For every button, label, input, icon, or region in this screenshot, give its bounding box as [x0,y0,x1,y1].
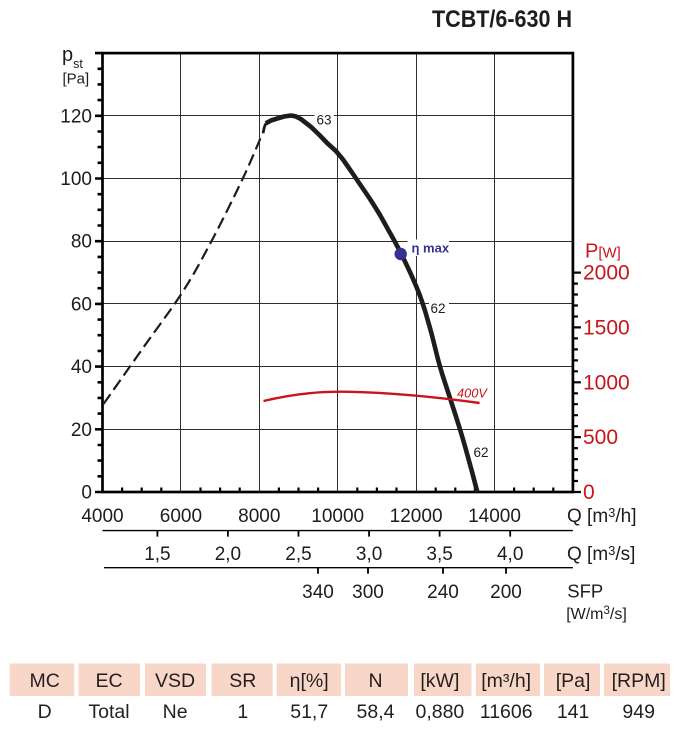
svg-text:2000: 2000 [583,262,630,285]
svg-text:[RPM]: [RPM] [612,670,666,692]
svg-text:1500: 1500 [583,316,630,339]
svg-text:400V: 400V [457,386,488,401]
svg-text:340: 340 [302,582,334,603]
svg-text:[Pa]: [Pa] [63,71,90,88]
svg-text:TCBT/6-630 H: TCBT/6-630 H [432,6,572,33]
svg-text:η max: η max [412,241,450,256]
svg-text:8000: 8000 [238,506,280,527]
svg-text:62: 62 [431,301,446,316]
svg-text:0: 0 [81,483,92,504]
svg-text:1: 1 [237,701,248,723]
svg-text:3,5: 3,5 [426,544,452,565]
svg-text:60: 60 [71,294,92,315]
svg-text:63: 63 [317,113,332,128]
svg-text:2,5: 2,5 [285,544,311,565]
svg-text:P[W]: P[W] [585,241,621,263]
svg-text:80: 80 [71,232,92,253]
svg-text:500: 500 [583,426,618,449]
svg-text:VSD: VSD [155,670,195,692]
svg-text:4,0: 4,0 [497,544,523,565]
svg-text:[kW]: [kW] [420,670,459,692]
svg-text:62: 62 [474,445,489,460]
svg-text:120: 120 [60,106,92,127]
svg-text:N: N [368,670,382,692]
svg-text:1000: 1000 [583,371,630,394]
svg-text:12000: 12000 [390,506,443,527]
svg-text:SFP: SFP [567,580,603,601]
svg-text:η[%]: η[%] [290,670,329,692]
svg-text:300: 300 [352,582,384,603]
svg-text:[m³/h]: [m³/h] [481,670,531,692]
svg-text:[W/m3/s]: [W/m3/s] [566,605,627,623]
svg-text:[Pa]: [Pa] [556,670,591,692]
svg-text:0,880: 0,880 [415,701,464,723]
svg-text:Q [m3/h]: Q [m3/h] [567,505,637,527]
svg-text:3,0: 3,0 [356,544,382,565]
svg-text:141: 141 [557,701,590,723]
svg-text:51,7: 51,7 [290,701,328,723]
svg-text:949: 949 [622,701,655,723]
svg-text:4000: 4000 [81,506,123,527]
svg-text:20: 20 [71,420,92,441]
svg-text:11606: 11606 [480,701,533,723]
svg-text:0: 0 [583,481,595,504]
svg-text:SR: SR [229,670,256,692]
svg-text:10000: 10000 [311,506,364,527]
svg-text:6000: 6000 [160,506,202,527]
svg-text:Q [m3/s]: Q [m3/s] [567,543,635,565]
svg-text:200: 200 [490,582,522,603]
svg-text:Ne: Ne [163,701,188,723]
svg-text:240: 240 [427,582,459,603]
svg-text:2,0: 2,0 [215,544,241,565]
svg-text:1,5: 1,5 [144,544,170,565]
svg-text:EC: EC [95,670,122,692]
svg-text:MC: MC [30,670,60,692]
svg-text:100: 100 [60,169,92,190]
svg-text:40: 40 [71,357,92,378]
svg-text:Total: Total [88,701,129,723]
svg-text:14000: 14000 [468,506,521,527]
svg-text:58,4: 58,4 [357,701,395,723]
svg-text:D: D [38,701,52,723]
